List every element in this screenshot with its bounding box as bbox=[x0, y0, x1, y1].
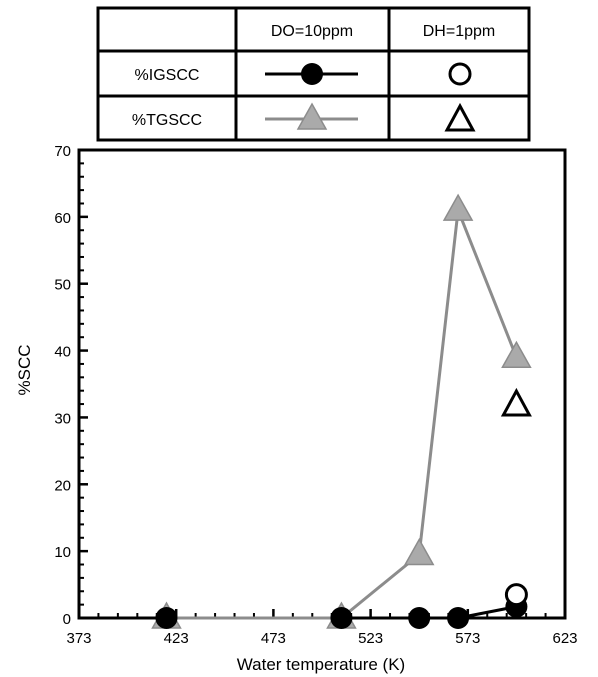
legend-header-do: DO=10ppm bbox=[271, 23, 353, 40]
legend-igscc-dh-marker bbox=[448, 62, 472, 86]
tgscc-do-point bbox=[403, 537, 435, 566]
legend-row-igscc: %IGSCC bbox=[135, 67, 200, 84]
y-tick-label: 40 bbox=[54, 344, 71, 361]
axes: 0 10 20 30 40 50 60 70 373 423 473 523 573 623 bbox=[54, 143, 577, 647]
legend-igscc-do-marker bbox=[301, 63, 323, 85]
y-tick-label: 50 bbox=[54, 277, 71, 294]
legend-tgscc-dh-marker bbox=[444, 102, 476, 132]
legend-row-tgscc: %TGSCC bbox=[132, 112, 202, 129]
plot-frame bbox=[77, 148, 567, 620]
igscc-do-point bbox=[155, 607, 178, 629]
series-markers bbox=[500, 387, 532, 417]
y-tick-label: 20 bbox=[54, 477, 71, 494]
igscc-do-point bbox=[447, 607, 470, 629]
series-markers bbox=[151, 193, 532, 629]
legend-header-dh: DH=1ppm bbox=[423, 23, 495, 40]
x-tick-label: 523 bbox=[358, 630, 383, 647]
tgscc-do-point bbox=[442, 193, 474, 221]
x-tick-label: 623 bbox=[552, 630, 577, 647]
igscc-do-point bbox=[330, 607, 353, 629]
y-axis-label: %SCC bbox=[15, 344, 34, 395]
x-tick-label: 373 bbox=[66, 630, 91, 647]
tgscc-do-point bbox=[501, 340, 532, 369]
tgscc-do-line bbox=[166, 209, 518, 620]
series-markers bbox=[504, 583, 528, 607]
igscc-do-point bbox=[408, 607, 431, 629]
series-layer bbox=[151, 193, 532, 629]
y-tick-label: 0 bbox=[63, 611, 71, 628]
y-tick-label: 60 bbox=[54, 210, 71, 227]
x-axis-label: Water temperature (K) bbox=[237, 655, 405, 674]
y-tick-label: 30 bbox=[54, 410, 71, 427]
x-tick-label: 573 bbox=[455, 630, 480, 647]
x-tick-label: 473 bbox=[261, 630, 286, 647]
legend-tgscc-do-marker bbox=[296, 102, 328, 130]
series-markers bbox=[155, 595, 528, 629]
x-tick-label: 423 bbox=[164, 630, 189, 647]
y-tick-label: 70 bbox=[54, 143, 71, 160]
y-tick-label: 10 bbox=[54, 544, 71, 561]
legend-table: DO=10ppm DH=1ppm %IGSCC %TGSCC bbox=[96, 6, 531, 142]
igscc-dh-point bbox=[504, 583, 528, 607]
tgscc-dh-point bbox=[500, 387, 532, 417]
